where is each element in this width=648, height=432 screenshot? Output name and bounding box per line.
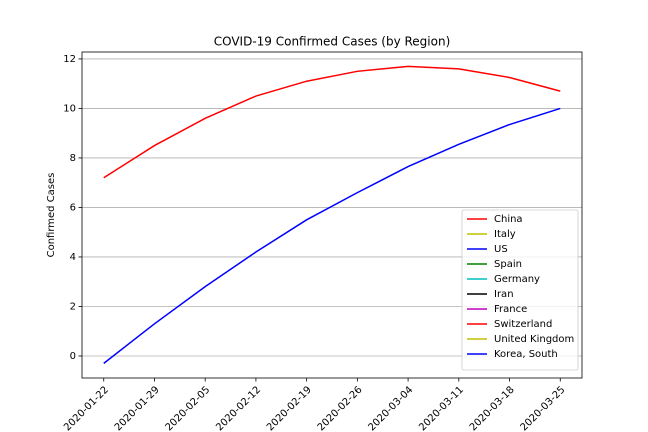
legend-label: Switzerland: [494, 319, 552, 330]
legend-label: United Kingdom: [494, 334, 574, 345]
y-tick-label: 12: [63, 54, 76, 65]
line: [103, 107, 561, 364]
line: [103, 65, 561, 179]
y-tick-label: 8: [70, 153, 76, 164]
legend-label: Korea, South: [494, 349, 558, 360]
legend-label: Italy: [494, 229, 516, 240]
plot-frame: [81, 51, 583, 379]
y-axis-label: Confirmed Cases: [46, 173, 57, 258]
legend-label: US: [494, 244, 508, 255]
y-tick-label: 10: [63, 103, 76, 114]
legend-label: France: [494, 304, 527, 315]
y-tick-label: 4: [70, 252, 76, 263]
y-tick-label: 2: [70, 301, 76, 312]
legend-label: Spain: [494, 259, 522, 270]
y-tick-label: 6: [70, 202, 76, 213]
legend-box: [461, 209, 579, 371]
legend-label: Germany: [494, 274, 540, 285]
legend-label: Iran: [494, 289, 514, 300]
legend-label: China: [494, 214, 523, 225]
chart-title: COVID-19 Confirmed Cases (by Region): [214, 35, 451, 49]
y-tick-label: 0: [70, 351, 76, 362]
